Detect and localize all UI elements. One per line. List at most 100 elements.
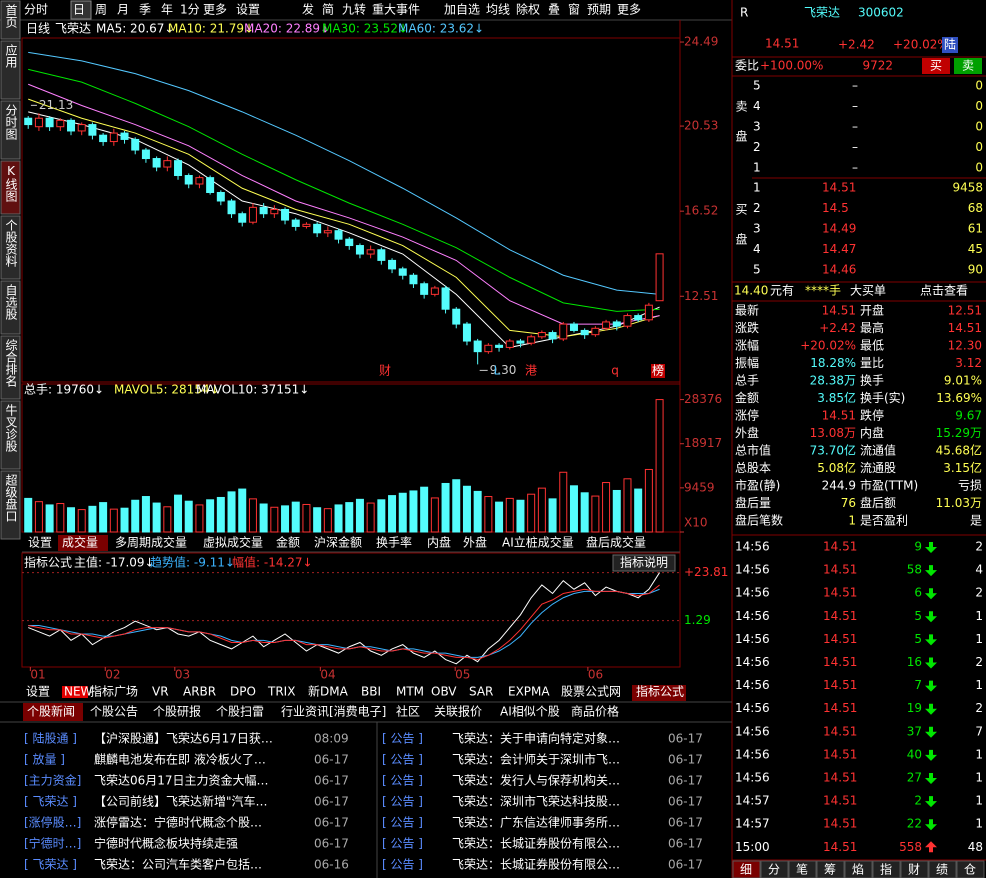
indicator-help[interactable]: 指标说明	[620, 555, 668, 570]
news-tab[interactable]: 商品价格	[571, 704, 619, 719]
toolbar-button[interactable]: 日	[73, 3, 85, 17]
news-tag[interactable]: [ 公告 ]	[382, 753, 423, 767]
news-title[interactable]: 【沪深股通】飞荣达6月17日获…	[94, 732, 273, 746]
news-tag[interactable]: [ 公告 ]	[382, 774, 423, 788]
bottom-tab[interactable]: 焰	[852, 862, 864, 877]
news-tag[interactable]: [宁德时…]	[24, 836, 81, 851]
toolbar-button[interactable]: 重大事件	[372, 3, 420, 17]
indicator-tab[interactable]: OBV	[431, 685, 457, 699]
side-tab-label[interactable]: 首页	[4, 4, 18, 29]
toolbar-button[interactable]: 年	[161, 3, 173, 17]
indicator-tab[interactable]: MTM	[396, 685, 424, 699]
volume-tab[interactable]: 设置	[28, 536, 52, 550]
volume-tab[interactable]: 外盘	[463, 535, 487, 550]
volume-tab[interactable]: 成交量	[62, 535, 98, 550]
news-tag[interactable]: [ 公告 ]	[382, 837, 423, 851]
toolbar-button[interactable]: 简	[322, 3, 334, 17]
bottom-tab[interactable]: 笔	[796, 862, 808, 877]
indicator-tab[interactable]: 设置	[26, 685, 50, 699]
event-marker[interactable]: q	[611, 364, 619, 378]
toolbar-button[interactable]: 分时	[24, 3, 48, 17]
volume-tab[interactable]: 内盘	[427, 535, 451, 550]
news-tag[interactable]: [ 飞荣达 ]	[24, 795, 77, 809]
event-marker[interactable]: 港	[525, 364, 537, 378]
toolbar-button[interactable]: 更多	[203, 3, 227, 17]
side-tab-label[interactable]: K线图	[4, 164, 18, 202]
news-tab[interactable]: 关联报价	[434, 704, 482, 719]
news-tag[interactable]: [ 放量 ]	[24, 752, 65, 767]
volume-tab[interactable]: 金额	[276, 535, 300, 550]
news-tab[interactable]: 行业资讯[消费电子]	[281, 705, 386, 719]
news-tag[interactable]: [ 公告 ]	[382, 732, 423, 746]
toolbar-button[interactable]: 除权	[516, 2, 540, 17]
side-tab-label[interactable]: 综合排名	[4, 339, 18, 387]
sell-button[interactable]: 卖	[962, 59, 974, 73]
bottom-tab[interactable]: 指	[880, 862, 892, 877]
event-marker[interactable]: 榜	[652, 363, 664, 378]
indicator-tab[interactable]: 指标广场	[90, 684, 138, 699]
news-title[interactable]: 飞荣达：发行人与保荐机构关…	[452, 773, 620, 788]
news-title[interactable]: 宁德时代概念板块持续走强	[94, 836, 238, 851]
toolbar-button[interactable]: 设置	[236, 3, 260, 17]
news-title[interactable]: 飞荣达：关于申请向特定对象…	[452, 731, 620, 746]
bottom-tab[interactable]: 筹	[824, 863, 836, 877]
indicator-tab[interactable]: 新DMA	[308, 684, 349, 699]
side-tab-label[interactable]: 自选股	[4, 284, 18, 321]
news-title[interactable]: 麒麟电池发布在即 液冷板火了…	[94, 752, 266, 767]
indicator-tab[interactable]: TRIX	[267, 685, 295, 699]
toolbar-button[interactable]: 窗	[568, 3, 580, 17]
news-tab[interactable]: 个股扫雷	[216, 705, 264, 719]
news-tab[interactable]: 个股公告	[90, 705, 138, 719]
news-tag[interactable]: [ 飞荣达 ]	[24, 858, 77, 872]
toolbar-button[interactable]: 九转	[342, 2, 366, 17]
bottom-tab[interactable]: 绩	[936, 863, 948, 877]
indicator-tab[interactable]: EXPMA	[508, 685, 550, 699]
side-tab-label[interactable]: 牛叉诊股	[4, 403, 18, 453]
news-tab[interactable]: 个股新闻	[27, 704, 75, 719]
news-tab[interactable]: 个股研报	[153, 704, 201, 719]
toolbar-button[interactable]: 更多	[617, 3, 641, 17]
toolbar-button[interactable]: 加自选	[444, 3, 480, 17]
link[interactable]: 点击查看	[920, 284, 968, 298]
toolbar-button[interactable]: 周	[95, 3, 107, 17]
toolbar-button[interactable]: 1分	[180, 3, 200, 17]
news-tab[interactable]: 社区	[396, 704, 420, 719]
news-tag[interactable]: [ 公告 ]	[382, 816, 423, 830]
news-title[interactable]: 飞荣达06月17日主力资金大幅…	[94, 773, 269, 788]
indicator-tab[interactable]: VR	[152, 685, 169, 699]
toolbar-button[interactable]: 季	[139, 3, 151, 17]
news-title[interactable]: 涨停雷达：宁德时代概念个股…	[94, 815, 262, 830]
side-tab-label[interactable]: 个股资料	[4, 219, 18, 267]
news-tag[interactable]: [ 陆股通 ]	[24, 731, 77, 746]
side-tab-label[interactable]: 应用	[4, 43, 18, 69]
side-tab-label[interactable]: 分时图	[4, 104, 18, 140]
toolbar-button[interactable]: 均线	[486, 3, 510, 17]
volume-tab[interactable]: 多周期成交量	[115, 535, 187, 550]
volume-tab[interactable]: 沪深金额	[314, 535, 362, 550]
event-marker[interactable]: 财	[379, 364, 391, 378]
toolbar-button[interactable]: 发	[302, 2, 314, 17]
volume-tab[interactable]: 换手率	[376, 535, 412, 550]
event-marker[interactable]: L	[494, 364, 501, 378]
buy-button[interactable]: 买	[930, 59, 942, 73]
indicator-tab[interactable]: SAR	[469, 685, 493, 699]
news-title[interactable]: 飞荣达：长城证券股份有限公…	[452, 836, 620, 851]
indicator-tab[interactable]: DPO	[230, 685, 256, 699]
indicator-tab[interactable]: 指标公式	[636, 684, 684, 699]
bottom-tab[interactable]: 财	[908, 863, 920, 877]
toolbar-button[interactable]: 预期	[587, 3, 611, 17]
indicator-tab[interactable]: NEW	[64, 685, 93, 699]
news-tab[interactable]: AI相似个股	[500, 705, 560, 719]
side-tab-label[interactable]: 超级盘口	[4, 473, 18, 522]
news-title[interactable]: 飞荣达：会计师关于深圳市飞…	[452, 752, 620, 767]
bottom-tab[interactable]: 细	[740, 863, 752, 877]
volume-tab[interactable]: AI立桩成交量	[502, 535, 574, 550]
news-tag[interactable]: [ 公告 ]	[382, 795, 423, 809]
news-title[interactable]: 【公司前线】飞荣达新增"汽车…	[94, 794, 268, 809]
bottom-tab[interactable]: 仓	[964, 863, 976, 877]
indicator-tab[interactable]: ARBR	[183, 685, 216, 699]
volume-tab[interactable]: 盘后成交量	[586, 535, 646, 550]
news-title[interactable]: 飞荣达：深圳市飞荣达科技股…	[452, 794, 620, 809]
toolbar-button[interactable]: 叠	[548, 3, 560, 17]
volume-tab[interactable]: 虚拟成交量	[203, 535, 263, 550]
